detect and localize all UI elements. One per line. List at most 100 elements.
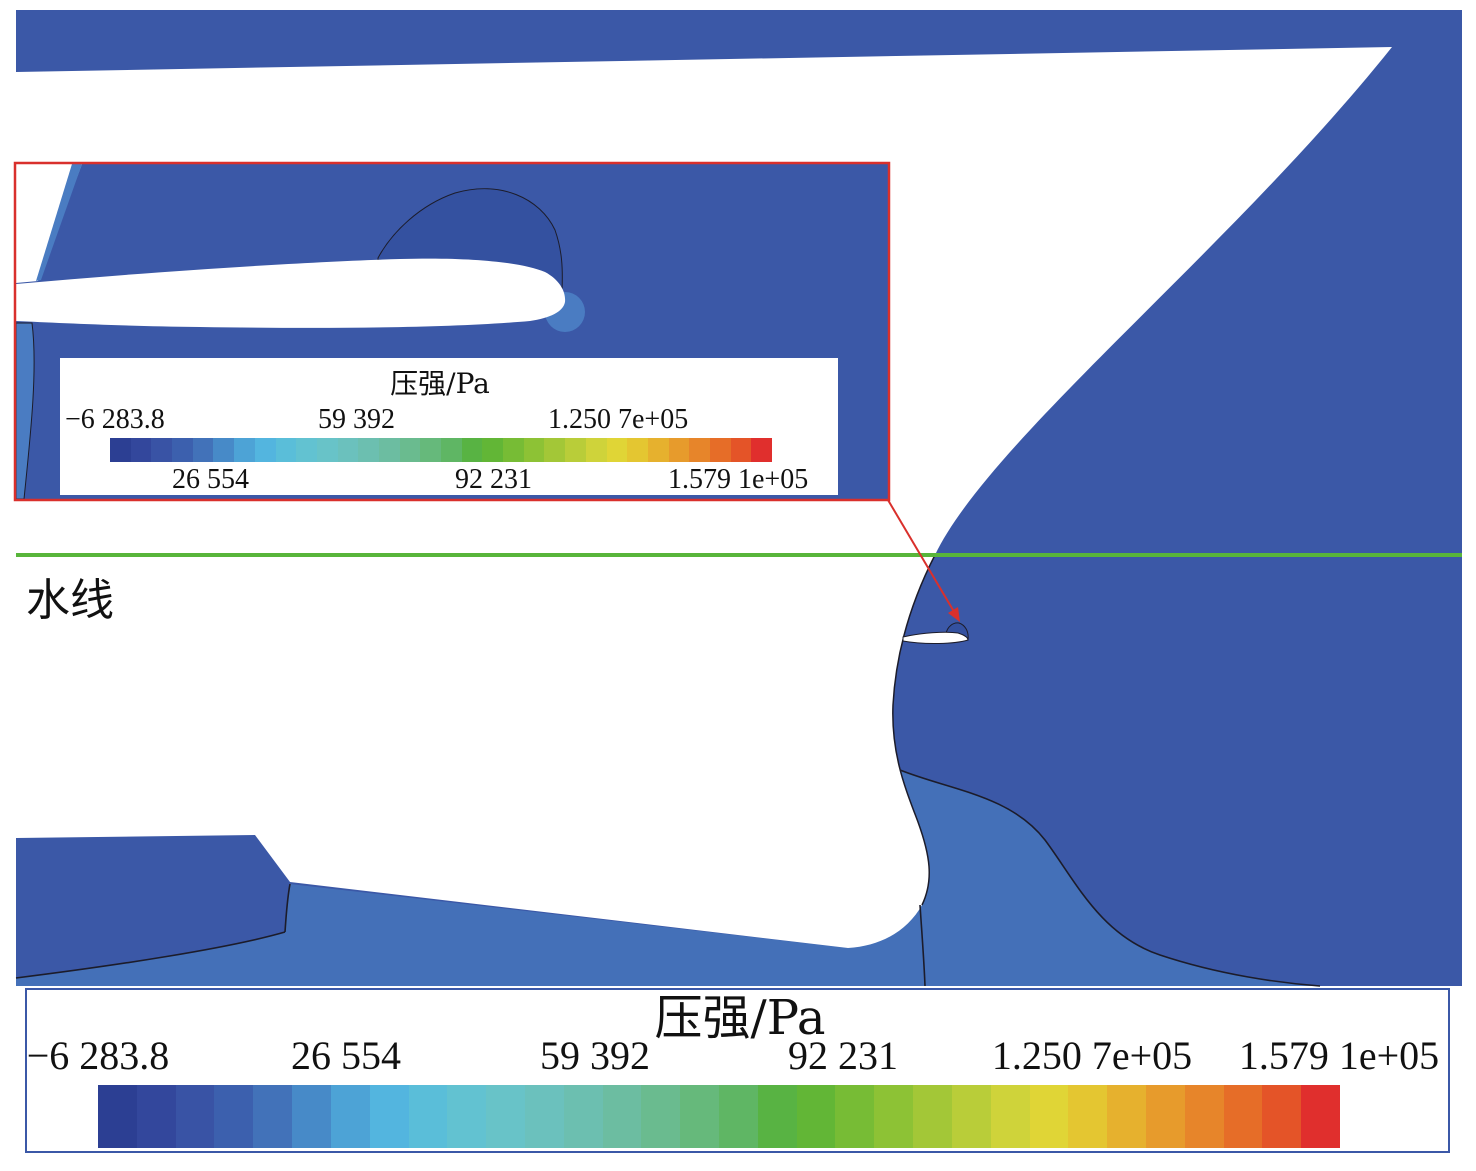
pressure-zone-deep <box>16 770 1320 986</box>
colorbar-segment <box>447 1085 487 1148</box>
colorbar-segment <box>913 1085 952 1148</box>
inset-colorbar-tick-label: 1.250 7e+05 <box>548 404 689 435</box>
inset-lower-edge-zone <box>16 322 35 499</box>
colorbar-segment <box>503 438 524 462</box>
inset-colorbar-tick-label: 26 554 <box>172 464 249 495</box>
colorbar-segment <box>990 1085 1030 1148</box>
colorbar-segment <box>296 438 317 462</box>
hydrofoil-body <box>902 631 969 645</box>
colorbar-segment <box>757 1085 797 1148</box>
main-colorbar-tick-label: 1.579 1e+05 <box>1238 1033 1440 1078</box>
colorbar-segment <box>461 438 483 462</box>
colorbar-segment <box>175 1085 215 1148</box>
colorbar-segment <box>482 438 504 462</box>
main-colorbar-tick-label: 1.250 7e+05 <box>991 1033 1193 1078</box>
colorbar-segment <box>1107 1085 1146 1148</box>
main-colorbar-title: 压强/Pa <box>654 990 826 1046</box>
colorbar-segment <box>874 1085 914 1148</box>
hydrofoil <box>902 622 969 645</box>
colorbar-segment <box>369 1085 409 1148</box>
callout-arrow-line <box>887 499 957 616</box>
colorbar-segment <box>234 438 255 462</box>
contour-line <box>899 769 1321 987</box>
main-colorbar-tick-label: 59 392 <box>540 1033 650 1078</box>
colorbar-segment <box>408 1085 448 1148</box>
colorbar-segment <box>951 1085 991 1148</box>
colorbar-segment <box>602 1085 642 1148</box>
colorbar-segment <box>1262 1085 1302 1148</box>
contour-line <box>919 904 926 987</box>
colorbar-segment <box>1029 1085 1069 1148</box>
inset-hydrofoil-body <box>16 258 566 328</box>
colorbar-segment <box>796 1085 836 1148</box>
inset-colorbar <box>110 438 772 462</box>
colorbar-segment <box>1301 1085 1340 1148</box>
colorbar-segment <box>730 438 752 462</box>
main-colorbar-tick-label: −6 283.8 <box>26 1033 170 1078</box>
colorbar-segment <box>709 438 731 462</box>
inset-colorbar-title: 压强/Pa <box>390 367 490 400</box>
main-colorbar-legend: 压强/Pa −6 283.8 26 554 59 392 92 231 1.25… <box>25 988 1450 1153</box>
colorbar-segment <box>420 438 441 462</box>
inset-wedge-edge-zone <box>36 164 82 281</box>
colorbar-segment <box>110 438 131 462</box>
colorbar-segment <box>275 438 297 462</box>
colorbar-segment <box>213 438 235 462</box>
contour-lines <box>15 769 1321 987</box>
colorbar-segment <box>565 438 586 462</box>
callout-arrow <box>887 499 960 622</box>
colorbar-segment <box>214 1085 254 1148</box>
inset-colorbar-legend: 压强/Pa −6 283.8 59 392 1.250 7e+05 26 554… <box>60 358 838 495</box>
colorbar-segment <box>641 1085 681 1148</box>
colorbar-segment <box>585 438 607 462</box>
colorbar-segment <box>606 438 628 462</box>
colorbar-segment <box>292 1085 331 1148</box>
zoom-inset-frame <box>13 161 891 502</box>
colorbar-segment <box>647 438 669 462</box>
colorbar-segment <box>253 1085 293 1148</box>
main-colorbar <box>98 1085 1340 1148</box>
colorbar-segment <box>486 1085 525 1148</box>
colorbar-segment <box>627 438 648 462</box>
main-colorbar-tick-label: 26 554 <box>291 1033 401 1078</box>
colorbar-segment <box>835 1085 875 1148</box>
hull-outline <box>892 554 936 906</box>
colorbar-segment <box>751 438 772 462</box>
colorbar-segment <box>330 1085 370 1148</box>
colorbar-segment <box>172 438 193 462</box>
inset-colorbar-tick-label: −6 283.8 <box>65 404 165 435</box>
contour-line <box>15 931 286 979</box>
colorbar-segment <box>441 438 462 462</box>
colorbar-segment <box>1145 1085 1185 1148</box>
callout-arrow-head <box>948 607 960 622</box>
colorbar-segment <box>136 1085 176 1148</box>
waterline-label: 水线 <box>26 575 114 626</box>
colorbar-segment <box>719 1085 758 1148</box>
inset-colorbar-tick-label: 1.579 1e+05 <box>668 464 809 495</box>
colorbar-segment <box>358 438 379 462</box>
colorbar-segment <box>563 1085 603 1148</box>
colorbar-segment <box>151 438 173 462</box>
colorbar-segment <box>689 438 710 462</box>
colorbar-segment <box>524 1085 564 1148</box>
colorbar-segment <box>544 438 566 462</box>
colorbar-segment <box>523 438 545 462</box>
colorbar-segment <box>316 438 338 462</box>
colorbar-segment <box>254 438 276 462</box>
colorbar-segment <box>1068 1085 1108 1148</box>
colorbar-segment <box>1223 1085 1263 1148</box>
contour-line <box>284 883 291 933</box>
colorbar-segment <box>668 438 690 462</box>
colorbar-segment <box>98 1085 137 1148</box>
inset-colorbar-tick-label: 92 231 <box>455 464 532 495</box>
colorbar-segment <box>680 1085 719 1148</box>
colorbar-segment <box>337 438 359 462</box>
colorbar-segment <box>192 438 214 462</box>
colorbar-segment <box>1184 1085 1224 1148</box>
main-colorbar-tick-label: 92 231 <box>788 1033 898 1078</box>
colorbar-segment <box>130 438 152 462</box>
inset-colorbar-tick-label: 59 392 <box>318 404 395 435</box>
colorbar-segment <box>399 438 421 462</box>
